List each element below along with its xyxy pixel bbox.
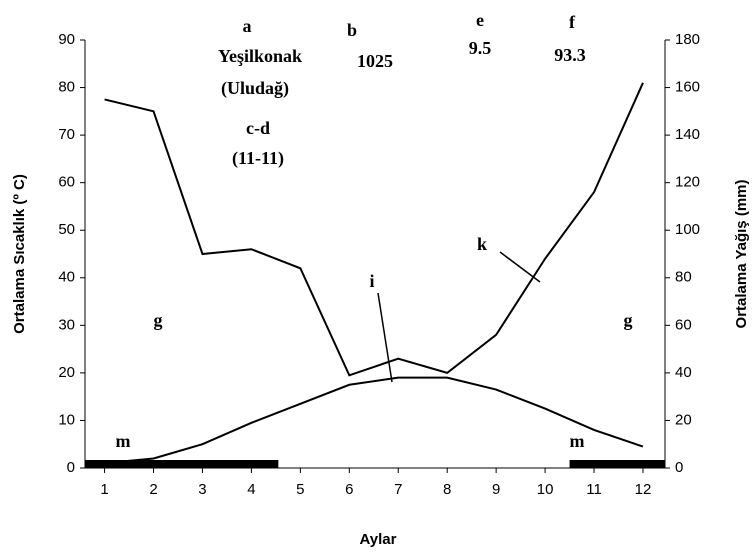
annotation: Yeşilkonak [218,46,302,66]
y-tick-label: 10 [58,411,75,428]
y2-tick-label: 0 [675,459,683,476]
y2-tick-label: 20 [675,411,692,428]
annotation: 9.5 [469,38,492,58]
y2-tick-label: 180 [675,31,700,48]
y2-tick-label: 160 [675,79,700,96]
annotation: m [570,431,585,451]
x-tick-label: 3 [198,481,206,498]
y-tick-label: 20 [58,364,75,381]
annotation: g [154,310,163,330]
annotation: k [477,234,487,254]
y-tick-label: 70 [58,126,75,143]
annotation: (11-11) [232,148,284,169]
x-tick-label: 1 [100,481,108,498]
y2-tick-label: 60 [675,316,692,333]
annotation: 1025 [357,51,393,71]
annotation: c-d [246,118,270,138]
y-tick-label: 30 [58,316,75,333]
x-tick-label: 11 [586,481,602,498]
annotation: f [569,12,576,32]
annotation: g [624,310,633,330]
y-axis-label: Ortalama Sıcaklık (º C) [11,174,28,334]
y-tick-label: 60 [58,174,75,191]
x-tick-label: 2 [149,481,157,498]
y2-tick-label: 140 [675,126,700,143]
y-tick-label: 80 [58,79,75,96]
annotation: e [476,10,484,30]
annotation: b [347,20,357,40]
line [104,376,644,465]
pointer [377,292,393,383]
x-tick-label: 6 [345,481,353,498]
x-tick-label: 8 [443,481,451,498]
annotation: i [369,271,374,291]
annotation: a [243,16,252,36]
annotation: (Uludağ) [221,78,289,99]
y2-tick-label: 100 [675,221,700,238]
x-tick-label: 9 [492,481,500,498]
y2-axis-label: Ortalama Yağış (mm) [733,180,750,329]
y2-tick-label: 40 [675,364,692,381]
line [104,82,644,377]
y-tick-label: 40 [58,269,75,286]
y-tick-label: 0 [67,459,75,476]
y-tick-label: 50 [58,221,75,238]
frost-bar [85,460,279,468]
y2-tick-label: 80 [675,269,692,286]
annotation: m [116,431,131,451]
x-tick-label: 12 [635,481,652,498]
x-tick-label: 10 [537,481,554,498]
y-tick-label: 90 [58,31,75,48]
y2-tick-label: 120 [675,174,700,191]
annotations: a Yeşilkonak (Uludağ) b 1025 e 9.5 f 93.… [116,10,633,451]
annotation: 93.3 [554,45,586,65]
x-tick-label: 4 [247,481,255,498]
x-axis-label: Aylar [360,531,397,548]
x-tick-label: 5 [296,481,304,498]
x-tick-label: 7 [394,481,402,498]
frost-bar [569,460,665,468]
